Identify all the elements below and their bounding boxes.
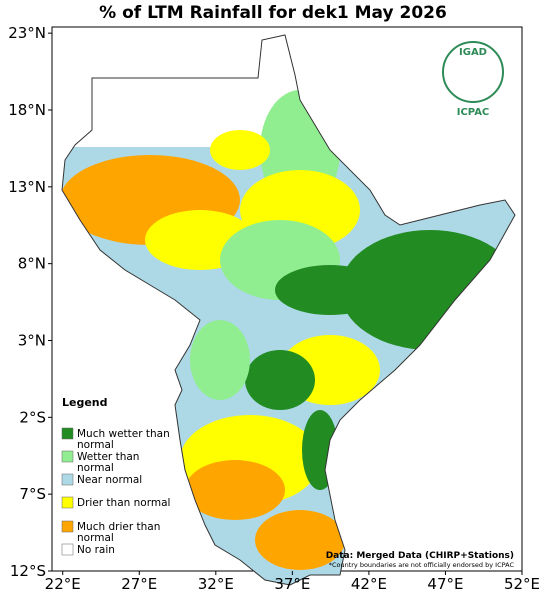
legend-label: Much wetter than normal	[77, 428, 170, 451]
legend-swatch	[61, 473, 74, 486]
legend-swatch	[61, 427, 74, 440]
disclaimer: *Country boundaries are not officially e…	[329, 561, 515, 569]
logo-name: IGAD	[459, 47, 487, 58]
legend-title: Legend	[62, 396, 108, 409]
region-outline	[61, 34, 516, 586]
y-tick-label: 12°S	[10, 562, 46, 580]
legend-label: No rain	[77, 544, 115, 556]
data-source: Data: Merged Data (CHIRP+Stations)	[326, 551, 514, 561]
legend-label: Wetter than normal	[77, 451, 139, 474]
legend-swatch	[61, 496, 74, 509]
y-tick-label: 3°N	[18, 331, 46, 349]
y-tick-label: 2°S	[19, 408, 46, 426]
legend-label: Drier than normal	[77, 497, 170, 509]
x-tick-label: 42°E	[351, 575, 387, 593]
logo-org: ICPAC	[457, 107, 490, 118]
y-tick-label: 18°N	[8, 101, 46, 119]
legend-label: Near normal	[77, 474, 142, 486]
legend-swatch	[61, 450, 74, 463]
y-tick-label: 13°N	[8, 178, 46, 196]
y-tick-label: 8°N	[18, 255, 46, 273]
x-tick-label: 52°E	[504, 575, 540, 593]
x-tick-label: 32°E	[198, 575, 234, 593]
legend-label: Much drier than normal	[77, 521, 160, 544]
y-tick-label: 7°S	[19, 485, 46, 503]
legend-swatch	[61, 520, 74, 533]
x-tick-label: 27°E	[121, 575, 157, 593]
x-tick-label: 47°E	[427, 575, 463, 593]
y-tick-label: 23°N	[8, 24, 46, 42]
map-title: % of LTM Rainfall for dek1 May 2026	[99, 3, 447, 23]
x-tick-label: 22°E	[45, 575, 81, 593]
legend-swatch	[61, 543, 74, 556]
x-tick-label: 37°E	[274, 575, 310, 593]
logo-ring	[442, 41, 504, 103]
